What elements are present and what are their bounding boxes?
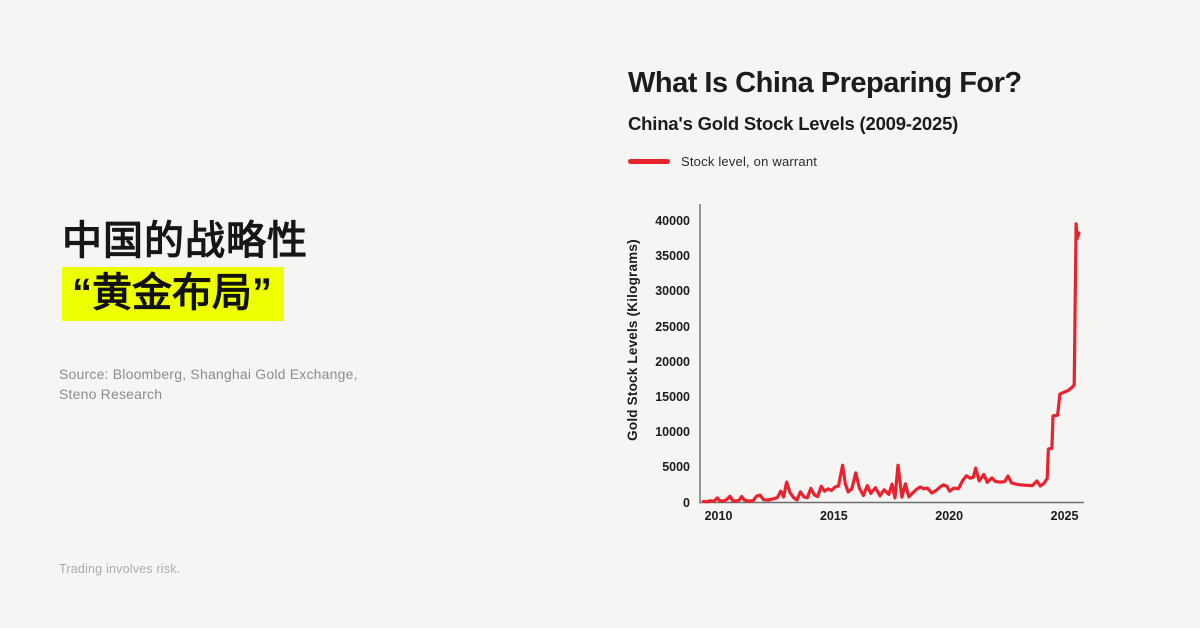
y-tick-label-15000: 15000 bbox=[655, 389, 690, 404]
legend-line-swatch bbox=[628, 159, 670, 164]
x-tick-label-2015: 2015 bbox=[819, 509, 848, 523]
y-tick-label-20000: 20000 bbox=[655, 354, 690, 369]
y-tick-label-25000: 25000 bbox=[655, 319, 690, 334]
y-tick-label-40000: 40000 bbox=[655, 214, 690, 228]
legend-label: Stock level, on warrant bbox=[681, 154, 818, 169]
source-line-2: Steno Research bbox=[59, 385, 163, 402]
y-tick-label-0: 0 bbox=[683, 495, 690, 510]
y-tick-label-10000: 10000 bbox=[655, 425, 690, 440]
stock-level-series-line bbox=[701, 222, 1081, 504]
x-tick-label-2025: 2025 bbox=[1050, 509, 1079, 523]
chart-title: What Is China Preparing For? bbox=[628, 67, 1022, 99]
y-tick-label-35000: 35000 bbox=[655, 249, 690, 264]
risk-disclaimer: Trading involves risk. bbox=[59, 562, 181, 576]
x-tick-label-2010: 2010 bbox=[704, 509, 733, 523]
x-tick-label-2020: 2020 bbox=[935, 509, 964, 523]
chart-subtitle: China's Gold Stock Levels (2009-2025) bbox=[628, 113, 959, 134]
headline-zh-highlight: “黄金布局” bbox=[62, 267, 284, 321]
chart-legend: Stock level, on warrant bbox=[628, 154, 817, 169]
source-line-1: Source: Bloomberg, Shanghai Gold Exchang… bbox=[59, 366, 358, 382]
y-tick-label-5000: 5000 bbox=[662, 460, 690, 475]
y-tick-label-30000: 30000 bbox=[655, 284, 690, 299]
headline-zh-line1: 中国的战略性 bbox=[62, 219, 308, 263]
source-credit: Source: Bloomberg, Shanghai Gold Exchang… bbox=[59, 365, 358, 404]
